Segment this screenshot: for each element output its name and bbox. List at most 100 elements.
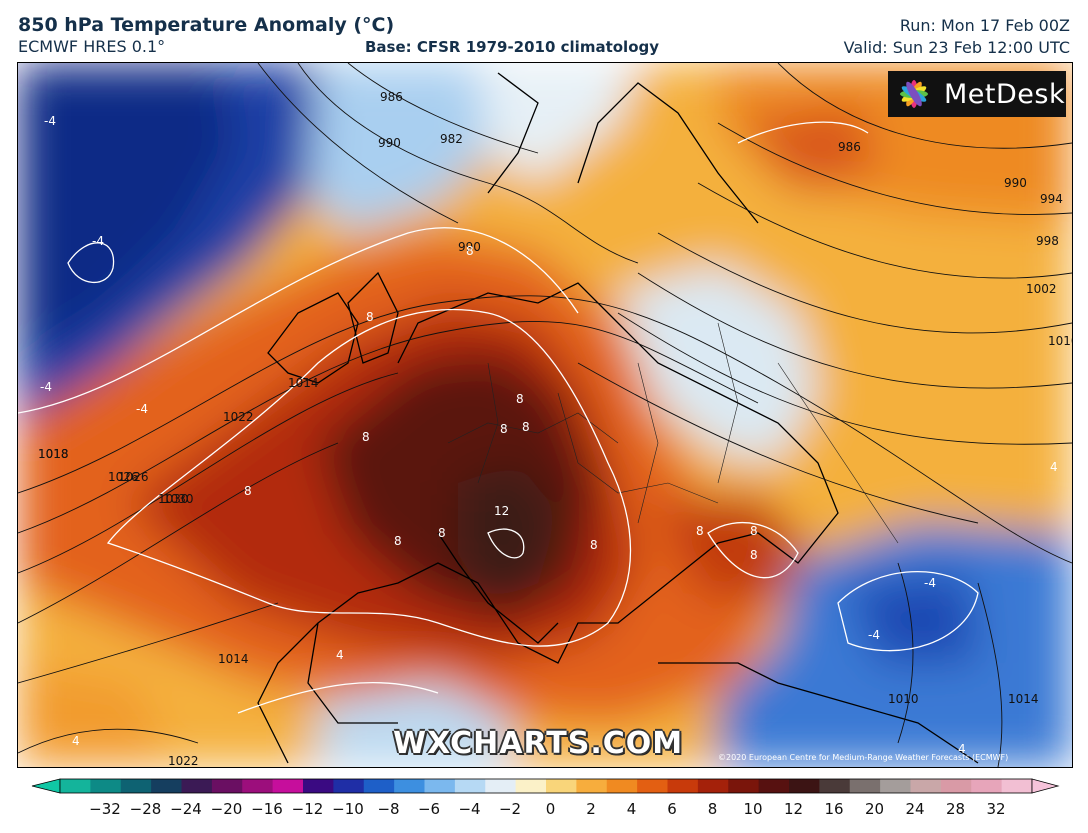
colorbar-segment [120,779,152,793]
anomaly-contour-label: -4 [136,402,148,416]
isobar-label: 1022 [168,754,199,767]
colorbar-segment [606,779,638,793]
isobar-label: 1026 [118,470,149,484]
colorbar-tick-label: −10 [332,800,364,818]
colorbar-tick-label: −28 [129,800,162,818]
model-label: ECMWF HRES 0.1° [18,37,166,56]
valid-time-label: Valid: Sun 23 Feb 12:00 UTC [843,38,1070,57]
isobar-label: 1022 [223,410,254,424]
colorbar-segment [272,779,304,793]
colorbar-segment [576,779,608,793]
coastlines [257,72,979,764]
colorbar-segment [910,779,942,793]
colorbar-segment [758,779,790,793]
anomaly-contour-label: -4 [44,114,56,128]
isobar-label: 1018 [38,447,69,461]
colorbar-tick-label: 12 [783,800,804,818]
metdesk-logo-text: MetDesk [944,78,1066,110]
colorbar-tick-label: −6 [417,800,441,818]
colorbar-tick-label: −4 [458,800,481,818]
colorbar-segment [637,779,668,793]
colorbar-tick-label: 32 [986,800,1006,818]
isobars [18,63,1072,767]
colorbar-segment [971,779,1003,793]
isobar-label: 1026 [108,470,139,484]
colorbar-segment [303,779,334,793]
anomaly-contour-label: -4 [868,628,880,642]
country-borders [447,322,899,544]
colorbar-segment [880,779,911,793]
colorbar-min-arrow [31,778,61,794]
anomaly-contour-label: 8 [750,524,758,538]
isobar-label: 990 [378,136,401,150]
anomaly-contour-label: 8 [366,310,374,324]
anomaly-contour-label: 8 [750,548,758,562]
colorbar-tick-label: 4 [626,800,637,818]
copyright-notice: ©2020 European Centre for Medium-Range W… [718,753,1009,762]
colorbar-segment [515,779,547,793]
isobar-label: 1014 [1008,692,1039,706]
colorbar-max-arrow [1031,778,1060,794]
anomaly-contour-label: 4 [958,742,966,756]
colorbar-segment [819,779,851,793]
colorbar-segment [211,779,243,793]
colorbar-segment [90,779,122,793]
colorbar-segment [485,779,517,793]
colorbar-segment [940,779,972,793]
anomaly-contour-label: 8 [466,244,474,258]
colorbar-segment [181,779,213,793]
colorbar-segment [728,779,760,793]
map-title: 850 hPa Temperature Anomaly (°C) [18,14,395,36]
colorbar-segment [394,779,425,793]
colorbar-tick-label: −12 [291,800,324,818]
isobar-label: 986 [380,90,403,104]
colorbar-segment [667,779,699,793]
anomaly-contour-label: 8 [394,534,402,548]
colorbar-segment [424,779,456,793]
isobar-label: 1010 [1048,334,1072,348]
colorbar-tick-label: −16 [251,800,283,818]
colorbar-tick-label: 28 [945,800,966,818]
colorbar-segment [454,779,486,793]
run-time-label: Run: Mon 17 Feb 00Z [899,16,1070,35]
colorbar-tick-label: 20 [864,800,885,818]
isobar-label: 1018 [38,447,69,461]
colorbar-segment [1001,779,1033,793]
anomaly-contour-label: 8 [500,422,508,436]
colorbar-tick-label: −24 [170,800,202,818]
isobar-label: 994 [1040,192,1063,206]
climatology-base-label: Base: CFSR 1979-2010 climatology [365,38,660,56]
colorbar-tick-label: 24 [905,800,925,818]
isobar-label: 1010 [888,692,919,706]
anomaly-contour-label: -4 [924,576,936,590]
colorbar-tick-label: 2 [586,800,596,818]
anomaly-contour-label: 8 [516,392,524,406]
anomaly-contours [18,121,979,714]
colorbar-segment [333,779,365,793]
anomaly-contour-label: 4 [1050,460,1058,474]
wxcharts-watermark: WXCHARTS.COM [393,726,684,761]
anomaly-contour-label: 4 [336,648,344,662]
isobar-label: 998 [1036,234,1059,248]
isobar-label: 1014 [288,376,319,390]
colorbar-tick-label: 0 [545,800,556,818]
anomaly-contour-label: 8 [244,484,252,498]
isobar-label: 1030 [163,492,194,506]
colorbar-segment [151,779,182,793]
isobar-label: 982 [440,132,463,146]
anomaly-contour-label: -4 [92,234,104,248]
colorbar-segment [849,779,881,793]
colorbar-tick-label: −32 [89,800,121,818]
isobar-label: 1030 [158,492,189,506]
colorbar-tick-label: −20 [210,800,243,818]
isobar-label: 1002 [1026,282,1057,296]
metdesk-logo: MetDesk [888,71,1066,117]
anomaly-field [18,63,1072,767]
colorbar-tick-label: −8 [377,800,400,818]
anomaly-contour-label: -4 [40,380,52,394]
colorbar-segment [697,779,729,793]
anomaly-contour-label: 8 [362,430,370,444]
anomaly-contour-label: 4 [72,734,80,748]
colorbar-tick-label: 8 [707,800,718,818]
isobar-label: 1014 [218,652,249,666]
